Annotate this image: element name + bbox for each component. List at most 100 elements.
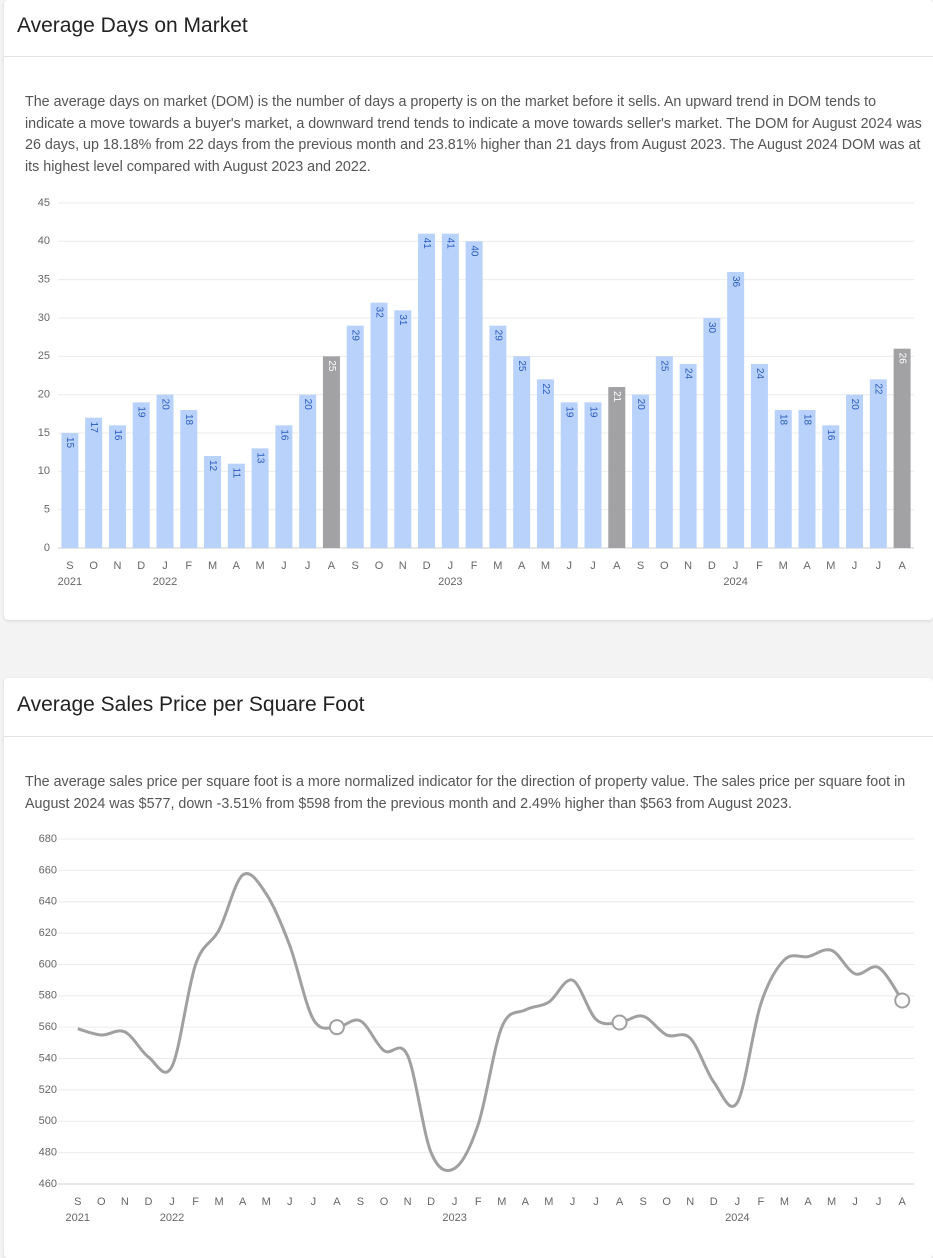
x-tick-label: D: [423, 560, 431, 572]
x-tick-label: N: [684, 560, 692, 572]
y-tick-label: 540: [39, 1052, 57, 1064]
data-label: 24: [754, 368, 765, 380]
x-tick-label: J: [452, 1196, 458, 1208]
x-tick-label: M: [826, 560, 835, 572]
x-tick-label: J: [281, 560, 287, 572]
bar: [418, 233, 436, 548]
data-label: 19: [136, 406, 147, 418]
bar: [655, 356, 673, 548]
bar: [61, 433, 79, 548]
bar: [156, 394, 174, 548]
data-label: 24: [682, 368, 693, 380]
x-tick-label: F: [471, 560, 478, 572]
bar: [632, 394, 650, 548]
x-tick-label: M: [780, 1196, 789, 1208]
x-tick-label: A: [899, 1196, 907, 1208]
data-label: 22: [873, 383, 884, 395]
x-tick-label: O: [375, 560, 384, 572]
x-tick-label: J: [311, 1196, 317, 1208]
y-tick-label: 620: [39, 927, 57, 939]
year-label: 2021: [66, 1212, 90, 1224]
bar: [275, 425, 293, 548]
y-tick-label: 25: [38, 350, 50, 362]
x-tick-label: O: [662, 1196, 671, 1208]
y-tick-label: 500: [39, 1115, 57, 1127]
y-tick-label: 40: [38, 235, 50, 247]
x-tick-label: M: [493, 560, 502, 572]
x-tick-label: S: [74, 1196, 81, 1208]
year-label: 2023: [438, 576, 462, 588]
data-label: 30: [706, 322, 717, 334]
x-tick-label: N: [113, 560, 121, 572]
y-tick-label: 520: [39, 1084, 57, 1096]
x-tick-label: J: [876, 560, 882, 572]
y-tick-label: 30: [38, 312, 50, 324]
x-tick-label: M: [541, 560, 550, 572]
bar: [108, 425, 126, 548]
x-tick-label: F: [756, 560, 763, 572]
x-tick-label: J: [448, 560, 454, 572]
x-tick-label: A: [328, 560, 336, 572]
card-title: Average Days on Market: [17, 14, 248, 37]
x-tick-label: J: [590, 560, 596, 572]
bar: [465, 241, 483, 549]
bar: [679, 364, 697, 548]
bar: [846, 394, 864, 548]
card: Average Sales Price per Square Foot The …: [4, 678, 933, 1258]
data-label: 20: [635, 399, 646, 411]
y-tick-label: 560: [39, 1021, 57, 1033]
y-tick-label: 20: [38, 389, 50, 401]
data-label: 12: [207, 460, 218, 472]
bar: [584, 402, 602, 548]
data-label: 20: [302, 399, 313, 411]
bar: [394, 310, 412, 548]
x-tick-label: J: [566, 560, 572, 572]
y-tick-label: 580: [39, 990, 57, 1002]
x-tick-label: M: [208, 560, 217, 572]
data-label: 21: [611, 391, 622, 403]
data-label: 18: [183, 414, 194, 426]
bar: [798, 410, 816, 548]
bar: [513, 356, 531, 548]
x-tick-label: J: [593, 1196, 599, 1208]
bar: [251, 448, 269, 548]
data-label: 40: [468, 245, 479, 257]
data-label: 19: [587, 406, 598, 418]
x-tick-label: N: [121, 1196, 129, 1208]
bar: [750, 364, 768, 548]
x-tick-label: D: [710, 1196, 718, 1208]
year-label: 2023: [442, 1212, 466, 1224]
y-tick-label: 0: [44, 542, 50, 554]
x-tick-label: J: [852, 560, 858, 572]
bar: [322, 356, 340, 548]
bar: [608, 387, 626, 548]
bar: [822, 425, 840, 548]
x-tick-label: O: [380, 1196, 389, 1208]
x-tick-label: M: [497, 1196, 506, 1208]
point-marker: [328, 1019, 345, 1036]
x-tick-label: A: [613, 560, 621, 572]
y-tick-label: 480: [39, 1147, 57, 1159]
point-marker: [611, 1014, 628, 1031]
bar: [227, 463, 245, 548]
card-description: The average days on market (DOM) is the …: [25, 94, 922, 175]
x-tick-label: S: [357, 1196, 364, 1208]
x-tick-label: D: [144, 1196, 152, 1208]
bar: [85, 417, 103, 548]
x-tick-label: F: [758, 1196, 765, 1208]
x-tick-label: N: [404, 1196, 412, 1208]
data-label: 20: [849, 399, 860, 411]
point-marker: [894, 992, 911, 1009]
x-tick-label: O: [97, 1196, 106, 1208]
x-tick-label: M: [544, 1196, 553, 1208]
x-tick-label: M: [215, 1196, 224, 1208]
card-description: The average sales price per square foot …: [25, 774, 906, 812]
bar: [299, 394, 317, 548]
x-tick-label: J: [570, 1196, 576, 1208]
divider: [4, 736, 933, 737]
data-label: 18: [778, 414, 789, 426]
bar: [132, 402, 150, 548]
data-label: 29: [492, 330, 503, 342]
